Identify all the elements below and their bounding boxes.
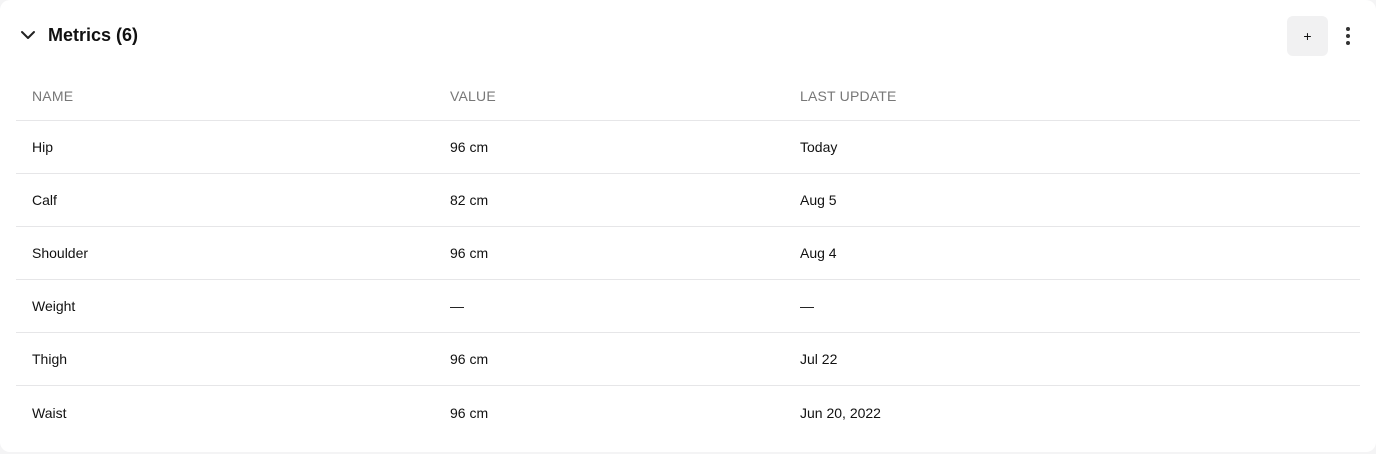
table-row[interactable]: Shoulder 96 cm Aug 4 (16, 227, 1360, 280)
metric-last-update: Aug 5 (800, 192, 837, 208)
table-row[interactable]: Waist 96 cm Jun 20, 2022 (16, 386, 1360, 439)
more-vertical-icon[interactable] (1336, 22, 1360, 50)
metric-last-update: Today (800, 139, 838, 155)
column-header-value[interactable]: VALUE (450, 88, 496, 104)
metric-name: Hip (32, 139, 54, 155)
metric-last-update: Jul 22 (800, 351, 838, 367)
table-header-row: NAME VALUE LAST UPDATE (16, 72, 1360, 121)
metric-value: 96 cm (450, 245, 489, 261)
metrics-header: Metrics (6) + (0, 0, 1376, 72)
metric-value: 96 cm (450, 139, 489, 155)
column-header-last-update[interactable]: LAST UPDATE (800, 88, 897, 104)
metric-last-update: Jun 20, 2022 (800, 404, 881, 421)
section-title: Metrics (6) (48, 25, 139, 45)
metric-name: Shoulder (32, 245, 89, 261)
metric-value: 96 cm (450, 404, 489, 421)
metrics-table: NAME VALUE LAST UPDATE Hip 96 cm Today C… (16, 72, 1360, 439)
metric-name: Thigh (32, 351, 68, 367)
table-row[interactable]: Calf 82 cm Aug 5 (16, 174, 1360, 227)
metric-last-update: Aug 4 (800, 245, 837, 261)
metric-name: Weight (32, 298, 76, 314)
metric-value: — (450, 298, 464, 314)
metric-name: Waist (32, 404, 67, 421)
add-metric-button[interactable]: + (1287, 16, 1328, 56)
metric-value: 82 cm (450, 192, 489, 208)
chevron-down-icon[interactable] (16, 22, 40, 48)
table-row[interactable]: Thigh 96 cm Jul 22 (16, 333, 1360, 386)
metric-value: 96 cm (450, 351, 489, 367)
column-header-name[interactable]: NAME (32, 88, 74, 104)
metric-last-update: — (800, 298, 814, 314)
table-row[interactable]: Weight — — (16, 280, 1360, 333)
table-row[interactable]: Hip 96 cm Today (16, 121, 1360, 174)
metric-name: Calf (32, 192, 57, 208)
